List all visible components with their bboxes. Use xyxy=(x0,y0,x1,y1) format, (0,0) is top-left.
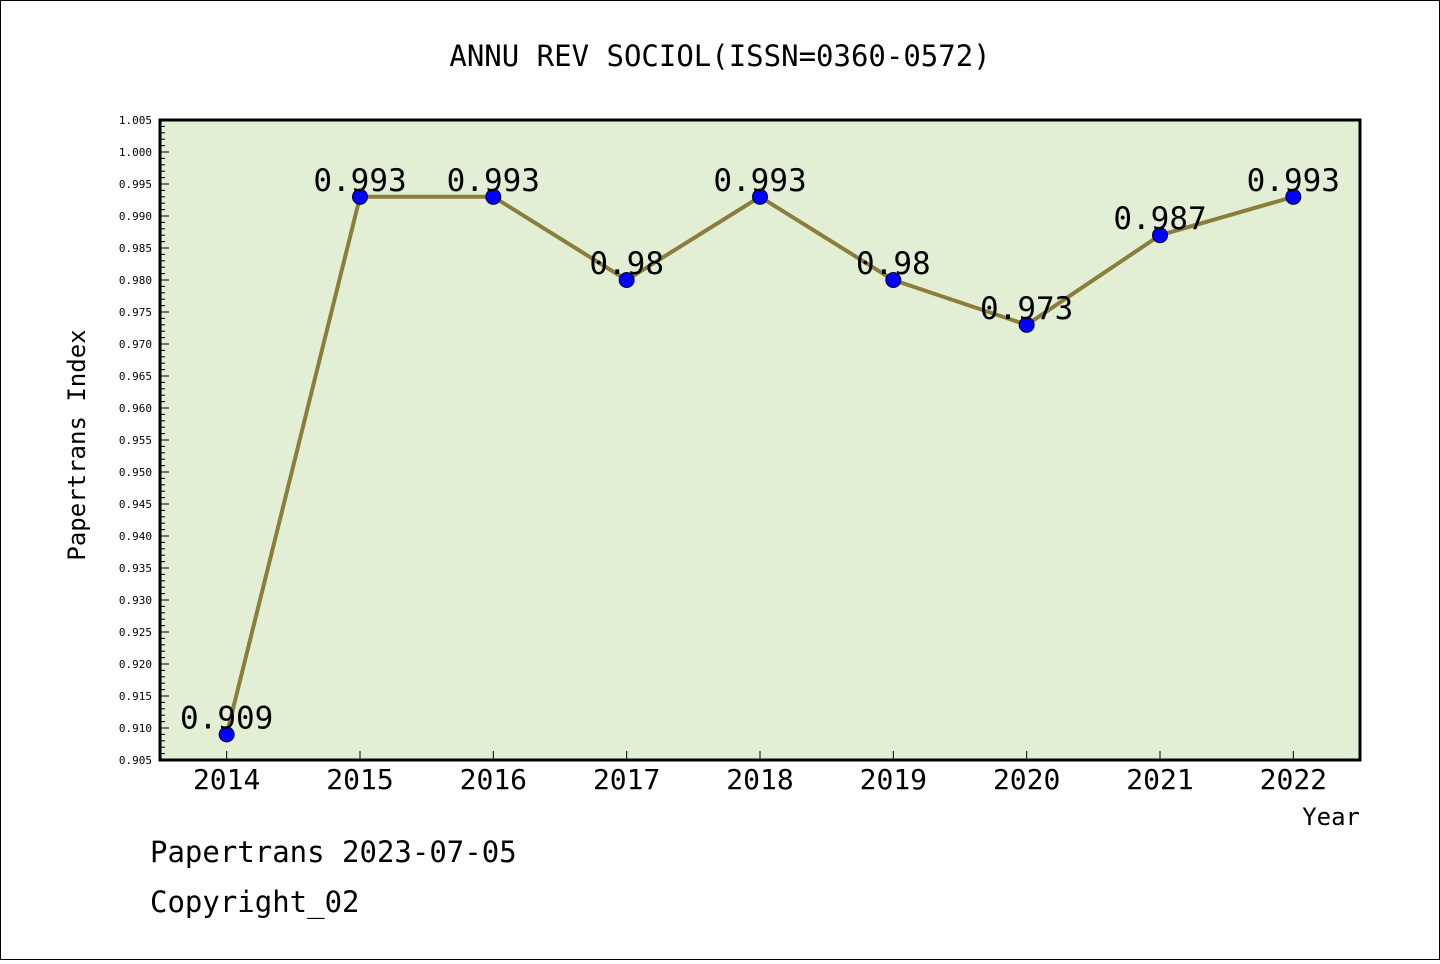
y-tick-label: 0.910 xyxy=(119,722,152,735)
y-axis-label: Papertrans Index xyxy=(63,329,91,560)
y-tick-label: 0.930 xyxy=(119,594,152,607)
data-point xyxy=(885,272,902,288)
data-label: 0.987 xyxy=(1113,201,1206,237)
data-label: 0.993 xyxy=(713,163,806,199)
y-tick-label: 0.935 xyxy=(119,562,152,575)
x-tick-label: 2014 xyxy=(193,763,260,796)
data-label: 0.993 xyxy=(313,163,406,199)
data-point xyxy=(1018,316,1035,333)
y-tick-label: 1.000 xyxy=(119,146,152,159)
y-tick-label: 0.960 xyxy=(119,402,152,415)
y-axis: 0.905 0.910 0.915 0.920 0.925 0.930 0.935 0.940… xyxy=(119,114,169,767)
y-tick-label: 0.905 xyxy=(119,754,152,767)
data-label: 0.993 xyxy=(1247,163,1340,199)
y-tick-label: 0.945 xyxy=(119,498,152,511)
y-tick-label: 0.990 xyxy=(119,210,152,223)
plot-area xyxy=(158,118,1362,762)
data-point xyxy=(618,272,635,288)
data-point xyxy=(1152,227,1168,244)
data-point xyxy=(485,188,502,205)
data-label: 0.973 xyxy=(980,291,1073,327)
data-point xyxy=(352,188,368,205)
data-label: 0.909 xyxy=(180,700,273,736)
x-tick-label: 2015 xyxy=(326,763,393,796)
y-tick-label: 0.995 xyxy=(119,178,152,191)
x-tick-label: 2018 xyxy=(726,763,793,796)
x-tick-label: 2017 xyxy=(593,763,660,796)
y-tick-label: 0.980 xyxy=(119,274,152,287)
y-tick-label: 0.915 xyxy=(119,690,152,703)
footer-copyright: Copyright_02 xyxy=(150,885,360,919)
y-tick-label: 1.005 xyxy=(119,114,152,127)
y-tick-label: 0.955 xyxy=(119,434,152,447)
chart-title: ANNU REV SOCIOL(ISSN=0360-0572) xyxy=(449,39,990,73)
x-tick-label: 2019 xyxy=(860,763,927,796)
series-layer: 0.909 0.993 0.993 0.98 0.993 0.98 0.973 0.987 0.… xyxy=(180,163,1340,743)
x-tick-label: 2022 xyxy=(1260,763,1327,796)
footer-date: Papertrans 2023-07-05 xyxy=(150,835,517,869)
data-label: 0.993 xyxy=(447,163,540,199)
data-point xyxy=(1285,188,1302,205)
y-tick-label: 0.975 xyxy=(119,306,152,319)
y-tick-label: 0.985 xyxy=(119,242,152,255)
x-axis: 2014 2015 2016 2017 2018 2019 2020 2021 2022 xyxy=(193,751,1327,796)
data-point xyxy=(752,188,768,205)
y-tick-label: 0.965 xyxy=(119,370,152,383)
y-tick-label: 0.940 xyxy=(119,530,152,543)
x-tick-label: 2021 xyxy=(1126,763,1193,796)
x-tick-label: 2020 xyxy=(993,763,1060,796)
data-point xyxy=(218,726,235,743)
y-tick-label: 0.920 xyxy=(119,658,152,671)
x-axis-label: Year xyxy=(1302,803,1360,831)
y-tick-label: 0.950 xyxy=(119,466,152,479)
x-tick-label: 2016 xyxy=(460,763,527,796)
y-tick-label: 0.925 xyxy=(119,626,152,639)
data-label: 0.98 xyxy=(589,246,664,282)
y-tick-label: 0.970 xyxy=(119,338,152,351)
data-label: 0.98 xyxy=(856,246,931,282)
